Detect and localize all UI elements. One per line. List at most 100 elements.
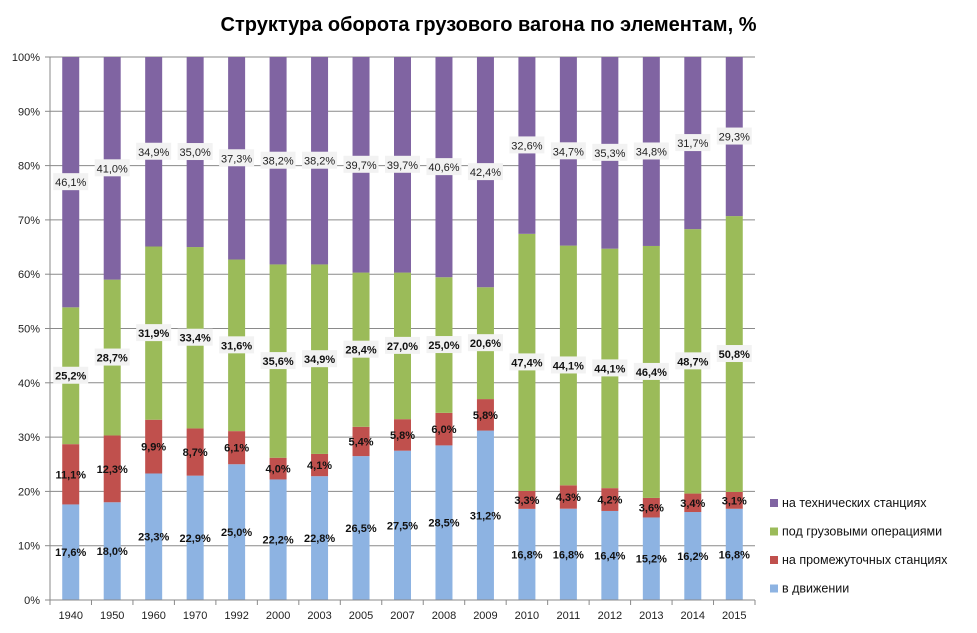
legend-swatch [770, 556, 778, 564]
x-tick-label: 2010 [515, 610, 539, 622]
data-label-background [385, 336, 420, 354]
x-tick-label: 1940 [58, 610, 82, 622]
data-label: 15,2% [636, 554, 667, 566]
data-label: 47,4% [511, 357, 542, 369]
data-label: 35,3% [594, 148, 625, 160]
y-tick-label: 10% [18, 541, 40, 553]
bar-segment [559, 485, 577, 509]
data-label-background [53, 173, 89, 191]
bar-segment [642, 517, 660, 600]
data-label: 4,2% [597, 495, 622, 507]
data-label-background [94, 348, 130, 366]
data-label-background [675, 134, 711, 152]
chart-title: Структура оборота грузового вагона по эл… [220, 14, 757, 36]
y-tick-label: 0% [24, 595, 40, 607]
data-label-background [177, 328, 213, 346]
bar-segment [62, 444, 80, 505]
legend-swatch [770, 499, 778, 507]
data-label: 35,0% [180, 147, 211, 159]
bar-segment [601, 488, 619, 511]
data-label: 31,7% [677, 138, 708, 150]
data-label-background [343, 155, 379, 173]
data-label: 27,5% [387, 520, 418, 532]
legend-label: на технических станциях [782, 496, 927, 510]
legend-label: на промежуточных станциях [782, 553, 948, 567]
data-label-background [592, 143, 628, 161]
data-label: 3,3% [514, 495, 539, 507]
bar-segment [518, 490, 536, 509]
data-label: 28,4% [345, 345, 376, 357]
x-tick-label: 2012 [598, 610, 622, 622]
data-label-background [633, 142, 669, 160]
data-label: 8,7% [183, 447, 208, 459]
data-label: 16,8% [511, 549, 542, 561]
x-tick-label: 2013 [639, 610, 663, 622]
bar-segment [311, 476, 329, 600]
y-tick-label: 80% [18, 161, 40, 173]
data-label-background [426, 158, 462, 176]
data-label-background [467, 163, 503, 181]
x-tick-label: 2007 [390, 610, 414, 622]
data-label: 22,8% [304, 533, 335, 545]
data-label: 22,2% [262, 535, 293, 547]
data-labels: 17,6% 11,1% 25,2% 46,1% 18,0% 12,3% 28,7% 41,0%… [53, 127, 752, 566]
bar-segment [435, 445, 453, 600]
data-label: 31,2% [470, 510, 501, 522]
data-label: 39,7% [387, 160, 418, 172]
bar-segment [269, 479, 287, 600]
data-label-background [94, 159, 130, 177]
bar-segment [145, 419, 163, 474]
bar-segment [642, 497, 660, 518]
x-tick-label: 1950 [100, 610, 124, 622]
data-label: 28,5% [428, 518, 459, 530]
bar-segment [103, 435, 121, 503]
data-label: 29,3% [719, 132, 750, 144]
x-tick-label: 2011 [557, 610, 581, 622]
data-label: 20,6% [470, 338, 501, 350]
data-label: 23,3% [138, 532, 169, 544]
data-label-background [343, 340, 379, 358]
data-label: 25,0% [428, 340, 459, 352]
y-tick-label: 60% [18, 269, 40, 281]
data-label: 44,1% [594, 363, 625, 375]
legend-swatch [770, 584, 778, 593]
x-tick-label: 2003 [307, 610, 331, 622]
y-tick-label: 70% [18, 215, 40, 227]
legend: на технических станциях под грузовыми опе… [770, 496, 948, 596]
y-tick-label: 90% [18, 106, 40, 118]
data-label: 31,9% [138, 328, 169, 340]
legend-label: под грузовыми операциями [782, 525, 942, 539]
data-label: 50,8% [719, 349, 750, 361]
data-label-background [219, 336, 255, 354]
data-label: 3,1% [722, 495, 747, 507]
data-label-background [550, 356, 586, 374]
bar-segment [311, 453, 329, 477]
data-label: 16,2% [677, 551, 708, 563]
bar-segment [601, 510, 619, 600]
data-label-background [260, 151, 296, 169]
data-label: 6,0% [431, 424, 456, 436]
bar-segment [684, 512, 702, 600]
data-label: 9,9% [141, 442, 166, 454]
data-label-background [302, 350, 338, 368]
data-label-background [675, 352, 711, 370]
data-label: 33,4% [180, 333, 211, 345]
x-tick-label: 1960 [141, 610, 165, 622]
bar-segment [352, 426, 370, 457]
data-label-background [716, 345, 752, 363]
bar-segment [394, 419, 411, 451]
data-label: 39,7% [345, 160, 376, 172]
data-label: 26,5% [345, 523, 376, 535]
bar-segment [269, 457, 287, 480]
bar-segment [228, 464, 246, 600]
data-label: 28,7% [97, 353, 128, 365]
bar-segment [62, 504, 80, 600]
data-label-background [467, 334, 503, 352]
x-tick-label: 1992 [224, 610, 248, 622]
data-label: 6,1% [224, 443, 249, 455]
data-label-background [219, 149, 255, 167]
bar-segment [186, 475, 204, 600]
data-label: 41,0% [97, 163, 128, 175]
bar-segment [725, 491, 743, 509]
x-tick-label: 2009 [473, 610, 497, 622]
